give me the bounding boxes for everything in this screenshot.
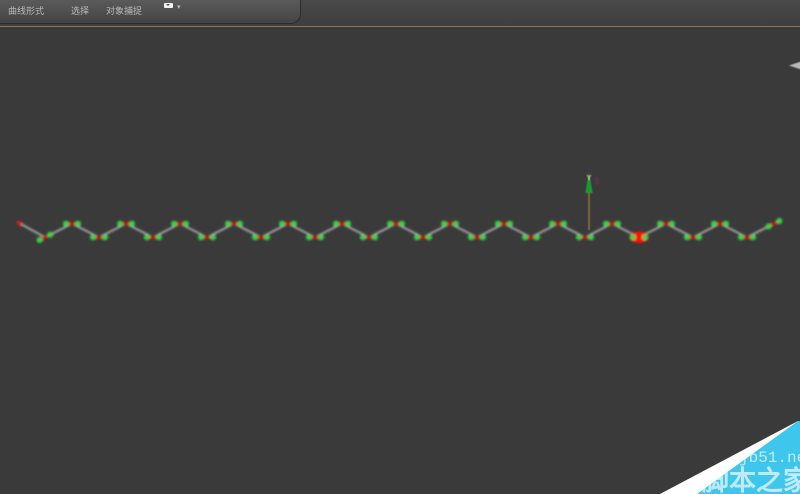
svg-text:Y: Y bbox=[586, 173, 591, 182]
